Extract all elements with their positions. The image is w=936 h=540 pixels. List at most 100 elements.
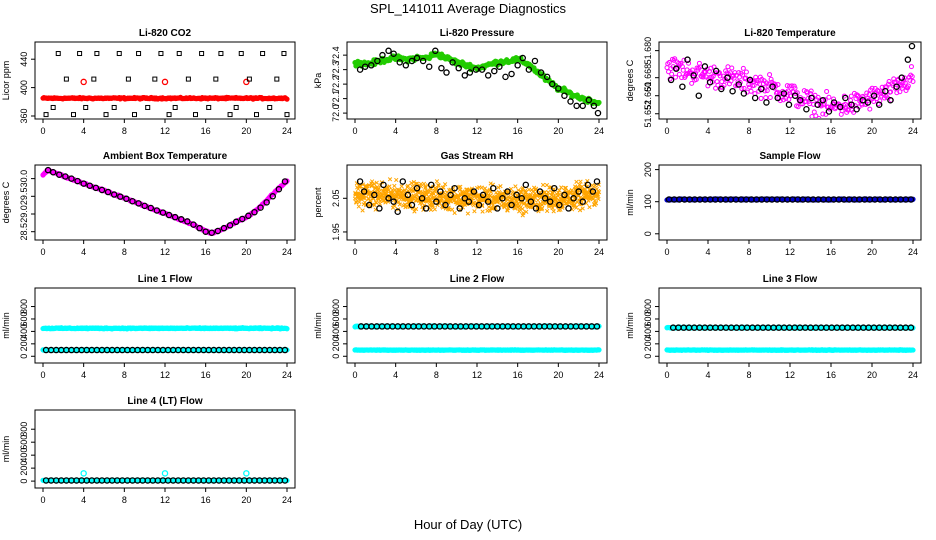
raw-point [551,194,556,199]
raw-point [371,181,377,187]
raw-point [512,206,518,211]
series-average [669,324,915,331]
x-tick-label: 0 [40,247,45,257]
average-point [525,66,533,73]
raw-point [524,209,529,214]
raw-point [892,85,898,91]
raw-point [496,185,501,190]
raw-point [736,70,742,76]
y-tick-label: 800 [19,422,29,437]
x-tick-label: 20 [867,370,877,380]
raw-point [550,190,556,196]
average-point [199,51,205,57]
panel-title: Line 2 Flow [450,274,505,285]
average-point [190,221,197,228]
average-point [556,201,563,209]
average-point [803,105,810,113]
raw-point [486,204,491,210]
average-point [213,76,219,82]
raw-point [376,186,382,191]
raw-point [902,75,908,81]
average-point [245,212,252,220]
average-point [461,195,469,202]
series-average [356,178,601,216]
average-point [465,198,473,205]
x-tick-label: 16 [201,126,211,136]
average-point [475,201,483,209]
average-point [220,224,228,232]
series-raw-outliers [80,78,250,86]
raw-point [888,89,894,95]
raw-point [809,113,815,118]
average-point [129,198,136,205]
y-axis-label: percent [313,187,323,218]
average-point [504,188,511,195]
panel-title: Line 1 Flow [138,274,193,285]
average-point [746,76,754,84]
series-average [43,51,290,118]
average-point [218,51,224,57]
x-tick-label: 8 [746,247,751,257]
average-point [159,209,167,216]
x-tick-label: 16 [826,126,836,136]
average-point [178,216,185,223]
raw-point [559,185,564,190]
x-tick-label: 8 [122,495,127,505]
average-point [466,69,474,76]
x-tick-label: 4 [81,247,86,257]
raw-low-point [910,347,916,353]
raw-point [414,181,420,186]
raw-point [432,207,437,212]
y-tick-label: 600 [19,435,29,450]
panel-title: Line 3 Flow [763,274,818,285]
series-average [665,196,915,203]
average-point [103,112,109,118]
average-point [548,80,556,88]
average-point [399,178,407,185]
raw-point [392,183,397,189]
average-point [797,96,804,104]
average-point [490,184,497,192]
average-point [484,198,492,205]
raw-point [717,73,723,79]
y-tick-label: 72.1 [331,90,341,108]
raw-point [804,90,810,96]
average-point [86,182,94,189]
x-tick-label: 12 [785,126,795,136]
y-tick-label: 51.668 [643,64,653,92]
raw-point [356,204,361,209]
x-tick-label: 4 [81,495,86,505]
raw-point [367,190,372,195]
raw-point [713,85,719,91]
panel-title: Gas Stream RH [441,151,514,162]
raw-point [442,182,448,187]
average-point [712,67,720,75]
average-point [260,51,266,57]
average-point [269,193,277,200]
average-point [443,69,450,76]
raw-point [910,78,916,84]
raw-point [387,184,392,189]
data-layer [352,177,602,218]
raw-point [743,69,749,75]
average-point [785,101,793,108]
x-tick-label: 8 [746,126,751,136]
x-tick-label: 20 [241,247,251,257]
raw-point [787,83,793,89]
average-point [508,201,515,209]
average-point [158,51,164,57]
series-average [44,166,289,237]
average-point [898,74,905,81]
raw-point [479,185,484,190]
raw-point [592,198,598,203]
raw-point [907,77,913,83]
average-point [594,109,602,117]
average-point [769,83,776,90]
average-point [43,112,49,118]
x-tick-label: 24 [594,370,604,380]
average-point [368,62,375,69]
x-tick-label: 20 [867,126,877,136]
average-point [570,195,577,202]
